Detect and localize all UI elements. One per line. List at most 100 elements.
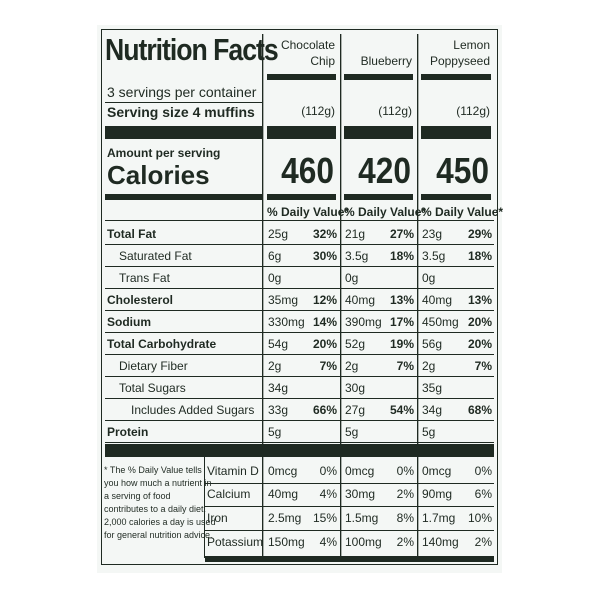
nutrient-amount: 33g	[268, 403, 289, 417]
vitamin-daily-value: 6%	[474, 487, 492, 501]
nutrient-rule	[105, 266, 494, 267]
nutrient-amount: 450mg	[422, 315, 459, 329]
vitamin-amount: 0mcg	[268, 464, 298, 478]
footnote-line: you how much a nutrient in	[104, 478, 212, 488]
bottom-bar	[205, 556, 494, 562]
nutrient-amount: 56g	[422, 337, 443, 351]
nutrient-daily-value: 27%	[389, 227, 414, 241]
vitamin-daily-value: 8%	[396, 511, 414, 525]
nutrient-amount: 5g	[345, 425, 359, 439]
nutrient-daily-value: 7%	[474, 359, 492, 373]
product-thick-bar	[421, 126, 491, 139]
nutrient-amount: 40mg	[345, 293, 376, 307]
vitamin-label: Potassium	[207, 535, 264, 549]
vitamin-amount: 2.5mg	[268, 511, 302, 525]
vitamin-amount: 150mg	[268, 535, 305, 549]
daily-value-header: % Daily Value*	[267, 205, 350, 219]
column-divider	[418, 34, 419, 558]
amount-per-serving: Amount per serving	[107, 146, 221, 160]
dv-header-rule	[105, 220, 494, 221]
nutrient-daily-value: 20%	[467, 337, 492, 351]
footnote-line: a serving of food	[104, 491, 171, 501]
panel-border-bottom	[101, 564, 498, 565]
vitamin-label: Vitamin D	[207, 464, 259, 478]
calories-label: Calories	[107, 160, 210, 190]
vitamin-amount: 1.5mg	[345, 511, 379, 525]
servings-rule	[105, 102, 262, 103]
nutrient-daily-value: 12%	[312, 293, 337, 307]
nutrient-daily-value: 7%	[319, 359, 337, 373]
nutrient-amount: 5g	[422, 425, 436, 439]
nutrient-amount: 2g	[268, 359, 282, 373]
nutrient-label-6: Dietary Fiber	[119, 359, 188, 373]
nutrient-amount: 0g	[268, 271, 282, 285]
product-medium-bar	[421, 194, 491, 200]
nutrient-label-7: Total Sugars	[119, 381, 186, 395]
nutrient-amount: 5g	[268, 425, 282, 439]
vitamin-amount: 1.7mg	[422, 511, 456, 525]
nutrient-amount: 35mg	[268, 293, 299, 307]
nutrient-amount: 2g	[345, 359, 359, 373]
nutrient-rule	[105, 288, 494, 289]
calories-medium-bar	[105, 194, 262, 200]
nutrient-rule	[105, 420, 494, 421]
nutrient-amount: 0g	[345, 271, 359, 285]
column-divider	[417, 34, 418, 558]
product-thick-bar	[267, 126, 336, 139]
nutrient-daily-value: 29%	[467, 227, 492, 241]
nutrient-amount: 3.5g	[345, 249, 369, 263]
footnote-line: 2,000 calories a day is used	[104, 517, 216, 527]
footnote-line: for general nutrition advice.	[104, 530, 213, 540]
nutrient-amount: 2g	[422, 359, 436, 373]
nutrient-label-4: Sodium	[107, 315, 151, 329]
vitamin-daily-value: 2%	[396, 535, 414, 549]
daily-value-header: % Daily Value*	[421, 205, 504, 219]
vitamin-daily-value: 10%	[467, 511, 492, 525]
vitamin-daily-value: 0%	[474, 464, 492, 478]
nutrient-daily-value: 20%	[467, 315, 492, 329]
nutrient-daily-value: 30%	[312, 249, 337, 263]
product-name-line1: Lemon	[453, 38, 490, 52]
column-divider	[341, 34, 342, 558]
vitamin-rule	[205, 483, 494, 484]
vitamin-rule	[205, 506, 494, 507]
nutrient-amount: 390mg	[345, 315, 382, 329]
serving-size-weight: (112g)	[301, 104, 335, 118]
nutrient-rule	[105, 376, 494, 377]
serving-size-label: Serving size 4 muffins	[107, 104, 255, 120]
nutrient-amount: 3.5g	[422, 249, 446, 263]
vitamin-daily-value: 2%	[474, 535, 492, 549]
vitamin-daily-value: 15%	[312, 511, 337, 525]
product-name-line2: Blueberry	[360, 54, 412, 68]
vitamin-label: Iron	[207, 511, 228, 525]
nutrient-daily-value: 17%	[389, 315, 414, 329]
nutrient-daily-value: 7%	[396, 359, 414, 373]
column-divider	[263, 34, 264, 558]
nutrient-rule	[105, 398, 494, 399]
column-divider	[262, 34, 263, 558]
vitamin-daily-value: 0%	[319, 464, 337, 478]
nutrient-daily-value: 66%	[312, 403, 337, 417]
serving-thick-bar	[105, 126, 262, 139]
vitamin-amount: 90mg	[422, 487, 453, 501]
nutrient-label-5: Total Carbohydrate	[107, 337, 217, 351]
vitamin-daily-value: 2%	[396, 487, 414, 501]
nutrient-rule	[105, 354, 494, 355]
calories-value: 420	[358, 150, 411, 191]
vitamin-daily-value: 4%	[319, 487, 337, 501]
servings-per-container: 3 servings per container	[107, 84, 257, 100]
vitamin-amount: 0mcg	[345, 464, 375, 478]
product-header-bar	[421, 74, 491, 80]
vitamin-rule	[205, 530, 494, 531]
calories-value: 460	[281, 150, 334, 191]
nutrient-daily-value: 13%	[467, 293, 492, 307]
nutrient-label-1: Saturated Fat	[119, 249, 192, 263]
vitamin-amount: 30mg	[345, 487, 376, 501]
nutrient-daily-value: 18%	[467, 249, 492, 263]
nutrient-rule	[105, 244, 494, 245]
nutrient-label-2: Trans Fat	[119, 271, 170, 285]
nutrient-amount: 35g	[422, 381, 443, 395]
footnote-divider	[204, 457, 205, 558]
panel-border-top	[101, 29, 498, 30]
nutrient-daily-value: 14%	[312, 315, 337, 329]
